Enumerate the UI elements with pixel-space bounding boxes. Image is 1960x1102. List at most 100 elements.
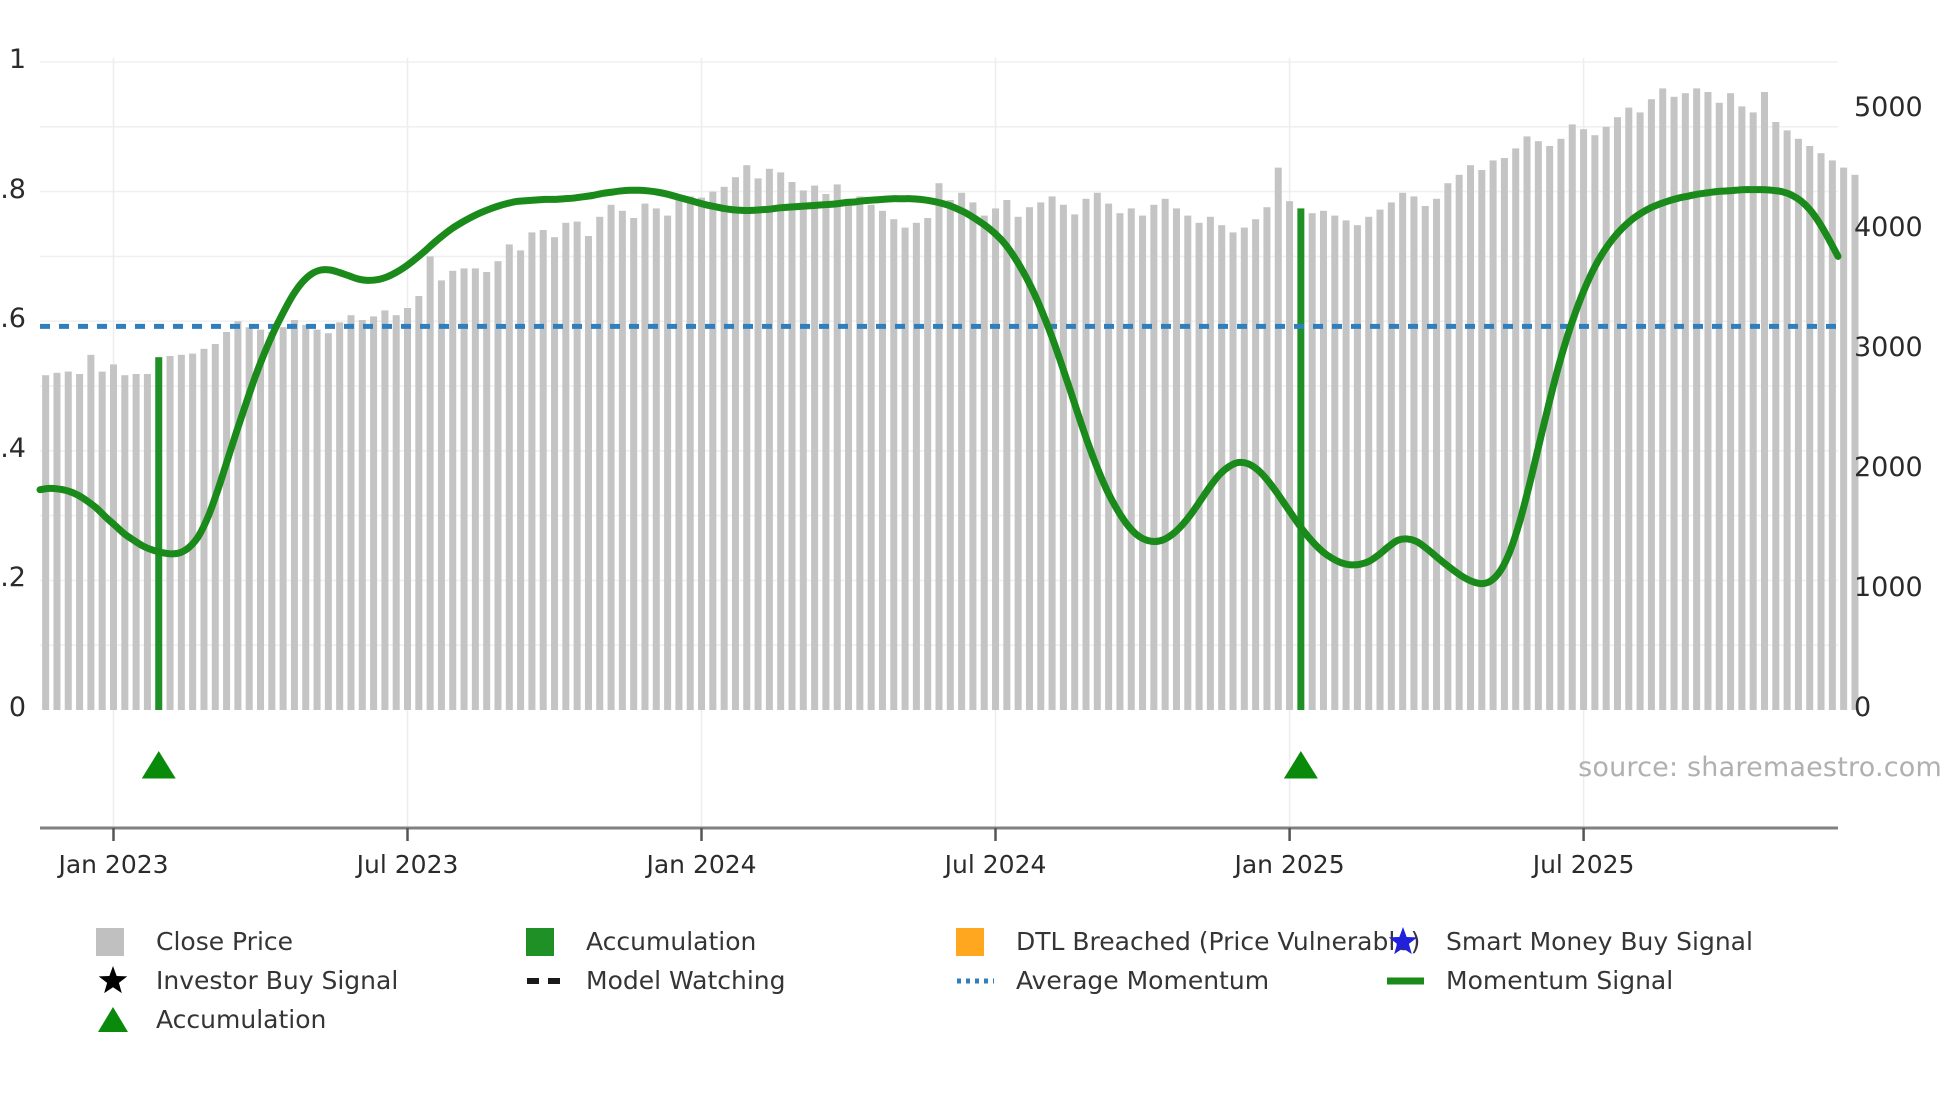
right-axis-tick-label: 0 (1854, 692, 1872, 723)
close-price-bar (1071, 214, 1079, 710)
right-axis-tick-label: 4000 (1854, 212, 1923, 243)
right-axis-tick-label: 3000 (1854, 332, 1923, 363)
close-price-bar (946, 200, 954, 710)
close-price-bar (924, 218, 932, 710)
close-price-bar (1466, 165, 1474, 710)
dotted-line-icon (957, 978, 994, 983)
x-axis-tick-label: Jan 2025 (1234, 850, 1345, 879)
close-price-bar (426, 256, 434, 710)
close-price-bar (1172, 208, 1180, 710)
close-price-bar (788, 182, 796, 710)
close-price-bar (777, 172, 785, 710)
close-price-bar (1014, 216, 1022, 711)
legend-item-momentum-signal[interactable]: Momentum Signal (1386, 966, 1673, 996)
close-price-bar (1139, 215, 1147, 710)
close-price-bar (1693, 88, 1701, 710)
close-price-bar (1161, 198, 1169, 711)
close-price-bar (1037, 202, 1045, 710)
close-price-bar (867, 204, 875, 711)
legend-item-model-watching[interactable]: Model Watching (526, 966, 786, 996)
close-price-bar (177, 354, 185, 710)
star-icon (98, 965, 128, 993)
chart-legend: Close Price Accumulation DTL Breached (Pri… (96, 922, 1916, 1039)
legend-star-icon (1386, 926, 1432, 957)
close-price-bar (686, 196, 694, 710)
legend-item-dtl-breached[interactable]: DTL Breached (Price Vulnerable) (956, 927, 1420, 956)
close-price-bar (483, 272, 491, 710)
close-price-bar (935, 183, 943, 710)
close-price-bar (1376, 209, 1384, 710)
close-price-bar (1025, 207, 1033, 710)
legend-item-investor-buy-signal[interactable]: Investor Buy Signal (96, 965, 398, 996)
legend-label-accumulation-marker: Accumulation (156, 1005, 327, 1034)
accumulation-triangle-icon (141, 751, 176, 779)
close-price-bar (1613, 117, 1621, 710)
close-price-bar (1636, 112, 1644, 710)
close-price-bar (381, 310, 389, 710)
legend-triangle-icon (96, 1005, 142, 1035)
close-price-bar (1670, 96, 1678, 711)
close-price-bar (584, 236, 592, 710)
accumulation-bar (1297, 208, 1305, 710)
close-price-bar (76, 374, 84, 710)
left-axis-tick-label: 0 (8, 692, 26, 723)
close-price-bar (652, 208, 660, 710)
close-price-bar (992, 208, 1000, 710)
close-price-bar (1082, 198, 1090, 711)
close-price-bar (765, 168, 773, 711)
close-price-bar (1817, 153, 1825, 710)
x-axis-tick-label: Jul 2023 (356, 850, 459, 879)
close-price-bar (1580, 129, 1588, 710)
close-price-bar (1059, 204, 1067, 711)
close-price-bar (1342, 220, 1350, 710)
close-price-bar (698, 197, 706, 711)
close-price-bar (449, 270, 457, 710)
legend-item-accumulation-marker[interactable]: Accumulation (96, 1005, 326, 1035)
star-icon (1388, 926, 1418, 954)
close-price-bar (494, 261, 502, 710)
legend-label-dtl-breached: DTL Breached (Price Vulnerable) (1016, 927, 1421, 956)
close-price-bar (1500, 158, 1508, 710)
close-price-bar (1319, 210, 1327, 711)
star-icon (1388, 926, 1418, 954)
close-price-bar (1647, 99, 1655, 710)
solid-line-icon (1387, 977, 1424, 984)
source-watermark: source: sharemaestro.com (1578, 752, 1942, 783)
legend-star-icon (96, 965, 142, 996)
close-price-bar (1218, 225, 1226, 710)
legend-square-icon (96, 927, 142, 956)
close-price-bar (1263, 207, 1271, 710)
legend-dashed-line-icon (526, 966, 572, 996)
legend-label-smart-money-buy-signal: Smart Money Buy Signal (1446, 927, 1753, 956)
close-price-bar (1681, 93, 1689, 710)
close-price-bar (1738, 106, 1746, 710)
legend-item-close-price[interactable]: Close Price (96, 927, 293, 956)
close-price-bar (1105, 203, 1113, 710)
close-price-bar (87, 354, 95, 710)
close-price-bar (517, 250, 525, 710)
close-price-bar (573, 221, 581, 710)
accumulation-triangle-markers (141, 751, 1318, 779)
legend-item-average-momentum[interactable]: Average Momentum (956, 966, 1269, 996)
legend-square-icon (96, 927, 124, 956)
close-price-bar (1274, 167, 1282, 711)
close-price-bar (234, 321, 242, 710)
close-price-bar (980, 215, 988, 710)
x-axis-tick-label: Jan 2023 (58, 850, 169, 879)
close-price-bar (1195, 222, 1203, 711)
close-price-bar (1534, 141, 1542, 710)
close-price-bar (1421, 206, 1429, 710)
close-price-bar (1772, 122, 1780, 710)
close-price-bar (1851, 174, 1859, 711)
close-price-bar (641, 203, 649, 710)
close-price-bar (404, 308, 412, 710)
close-price-bar (257, 329, 265, 710)
legend-item-accumulation-bar[interactable]: Accumulation (526, 927, 756, 956)
legend-square-icon (526, 927, 572, 956)
close-price-bar (845, 198, 853, 711)
close-price-bar (743, 165, 751, 710)
legend-item-smart-money-buy-signal[interactable]: Smart Money Buy Signal (1386, 926, 1753, 957)
close-price-bar (211, 344, 219, 710)
